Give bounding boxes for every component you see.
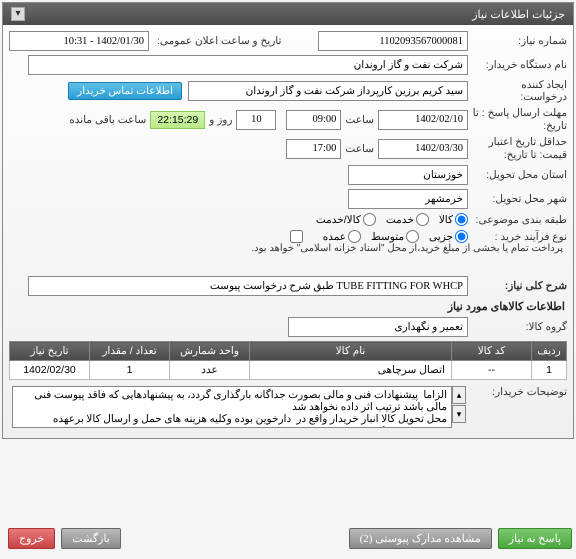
radio-medium[interactable]: متوسط <box>371 230 419 243</box>
deadline-time-field[interactable] <box>286 110 341 130</box>
cell-idx: 1 <box>532 361 567 380</box>
panel-title: جزئیات اطلاعات نیاز <box>472 8 565 21</box>
province-field[interactable] <box>348 165 468 185</box>
validity-date-field[interactable] <box>378 139 468 159</box>
lbl-buyer-device: نام دستگاه خریدار: <box>472 59 567 71</box>
arrow-down-icon[interactable]: ▾ <box>452 405 466 423</box>
panel-body: شماره نیاز: تاریخ و ساعت اعلان عمومی: نا… <box>3 25 573 438</box>
table-row[interactable]: 1 -- اتصال سرچاهی عدد 1 1402/02/30 <box>10 361 567 380</box>
lbl-remaining: ساعت باقی مانده <box>69 114 146 126</box>
notes-scroll-arrows: ▴ ▾ <box>452 386 466 423</box>
attachments-button[interactable]: مشاهده مدارک پیوستی (2) <box>349 528 492 549</box>
radio-partial[interactable]: جزیی <box>429 230 468 243</box>
items-info-title: اطلاعات کالاهای مورد نیاز <box>11 300 565 313</box>
cell-name: اتصال سرچاهی <box>250 361 452 380</box>
col-qty: تعداد / مقدار <box>90 342 170 361</box>
radio-goods[interactable]: کالا <box>439 213 468 226</box>
buyer-notes-textarea[interactable] <box>12 386 452 428</box>
col-date: تاریخ نیاز <box>10 342 90 361</box>
radio-service[interactable]: خدمت <box>386 213 429 226</box>
radio-total[interactable]: عمده <box>323 230 361 243</box>
category-radio-group: کالا خدمت کالا/خدمت <box>316 213 468 226</box>
items-table: ردیف کد کالا نام کالا واحد شمارش تعداد /… <box>9 341 567 380</box>
treasury-checkbox[interactable] <box>290 230 303 243</box>
lbl-goods-group: گروه کالا: <box>472 321 567 333</box>
arrow-up-icon[interactable]: ▴ <box>452 386 466 404</box>
lbl-main-title: شرح کلی نیاز: <box>472 280 567 292</box>
lbl-payment-note: پرداخت تمام یا بخشی از مبلغ خرید،از محل … <box>251 243 563 254</box>
col-idx: ردیف <box>532 342 567 361</box>
validity-time-field[interactable] <box>286 139 341 159</box>
cell-unit: عدد <box>170 361 250 380</box>
lbl-city: شهر محل تحویل: <box>472 193 567 205</box>
col-name: نام کالا <box>250 342 452 361</box>
collapse-icon[interactable]: ▾ <box>11 7 25 21</box>
cell-code: -- <box>452 361 532 380</box>
need-no-field[interactable] <box>318 31 468 51</box>
lbl-day-and: روز و <box>209 114 232 126</box>
requester-field[interactable] <box>188 81 468 101</box>
lbl-validity: حداقل تاریخ اعتبار قیمت: تا تاریخ: <box>472 136 567 161</box>
days-left-field <box>236 110 276 130</box>
col-code: کد کالا <box>452 342 532 361</box>
bottom-bar: پاسخ به نیاز مشاهده مدارک پیوستی (2) باز… <box>4 524 576 553</box>
lbl-buyer-notes: توضیحات خریدار: <box>472 386 567 398</box>
main-title-field[interactable] <box>28 276 468 296</box>
cell-qty: 1 <box>90 361 170 380</box>
lbl-need-no: شماره نیاز: <box>472 35 567 47</box>
col-unit: واحد شمارش <box>170 342 250 361</box>
back-button[interactable]: بازگشت <box>61 528 121 549</box>
announce-field[interactable] <box>9 31 149 51</box>
buyer-contact-button[interactable]: اطلاعات تماس خریدار <box>68 82 182 100</box>
lbl-announce: تاریخ و ساعت اعلان عمومی: <box>157 35 281 47</box>
radio-both[interactable]: کالا/خدمت <box>316 213 376 226</box>
lbl-time2: ساعت <box>345 143 374 155</box>
city-field[interactable] <box>348 189 468 209</box>
cell-date: 1402/02/30 <box>10 361 90 380</box>
goods-group-field[interactable] <box>288 317 468 337</box>
respond-button[interactable]: پاسخ به نیاز <box>498 528 572 549</box>
lbl-category: طبقه بندی موضوعی: <box>472 214 567 226</box>
lbl-time1: ساعت <box>345 114 374 126</box>
buyer-device-field[interactable] <box>28 55 468 75</box>
panel-header: جزئیات اطلاعات نیاز ▾ <box>3 3 573 25</box>
main-panel: جزئیات اطلاعات نیاز ▾ شماره نیاز: تاریخ … <box>2 2 574 439</box>
deadline-date-field[interactable] <box>378 110 468 130</box>
time-remaining-box: 22:15:29 <box>150 111 205 129</box>
lbl-province: استان محل تحویل: <box>472 169 567 181</box>
exit-button[interactable]: خروج <box>8 528 55 549</box>
process-radio-group: جزیی متوسط عمده <box>323 230 468 243</box>
lbl-buy-process: نوع فرآیند خرید : <box>472 231 567 243</box>
lbl-requester: ایجاد کننده درخواست: <box>472 79 567 103</box>
lbl-deadline: مهلت ارسال پاسخ : تا تاریخ: <box>472 107 567 132</box>
